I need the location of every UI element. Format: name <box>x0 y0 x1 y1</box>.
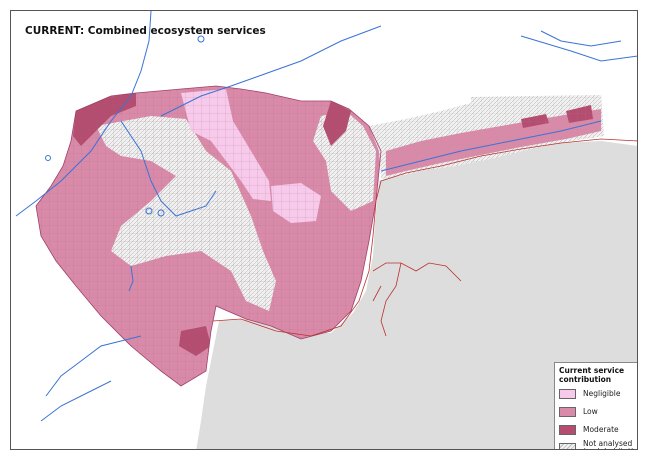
legend-label: Low <box>583 406 598 416</box>
legend-item-negligible: Negligible <box>559 386 637 402</box>
negligible-swatch <box>559 389 576 399</box>
legend-title: Current service contribution <box>559 366 625 384</box>
rivers <box>15 11 637 422</box>
legend-item-moderate: Moderate <box>559 422 637 438</box>
legend-item-not-analysed: Not analysed (rock habitat) <box>559 438 637 449</box>
legend-label: Negligible <box>583 388 621 398</box>
legend-item-low: Low <box>559 404 637 420</box>
low-swatch <box>559 407 576 417</box>
legend: Current service contribution Negligible … <box>554 362 637 449</box>
estuary <box>372 262 462 337</box>
legend-label: Moderate <box>583 424 619 434</box>
not-analysed-swatch <box>559 443 576 449</box>
map-title: CURRENT: Combined ecosystem services <box>25 25 266 37</box>
study-area-outline <box>35 85 382 387</box>
legend-label: Not analysed (rock habitat) <box>583 438 634 449</box>
sea-area <box>196 141 637 449</box>
map-canvas[interactable] <box>11 11 638 450</box>
moderate-swatch <box>559 425 576 435</box>
map-frame: CURRENT: Combined ecosystem services Cur… <box>10 10 638 450</box>
coastline <box>212 138 637 337</box>
